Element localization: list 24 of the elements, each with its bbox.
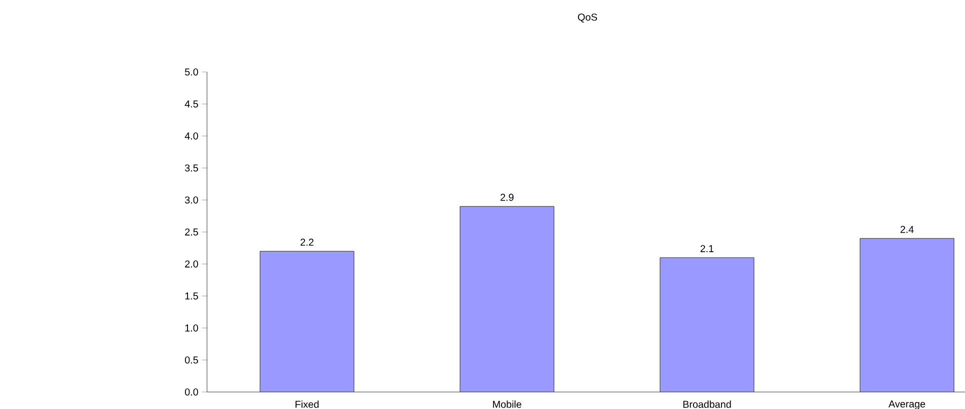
bar — [860, 238, 954, 392]
y-tick-label: 0.5 — [184, 356, 198, 364]
x-tick-label: Broadband — [683, 400, 731, 408]
y-tick-label: 2.0 — [185, 260, 198, 268]
y-tick-label: 1.0 — [185, 324, 198, 332]
y-tick-label: 5.0 — [184, 68, 198, 76]
data-label: 2.4 — [900, 226, 914, 233]
y-tick-label: 2.5 — [185, 228, 198, 236]
y-tick-label: 1.5 — [185, 292, 198, 300]
chart-title: QoS — [578, 14, 598, 22]
bar — [260, 251, 354, 392]
data-label: 2.1 — [700, 245, 714, 252]
y-tick-label: 3.0 — [184, 196, 198, 204]
x-tick-label: Mobile — [493, 400, 522, 408]
y-tick-label: 4.5 — [184, 100, 198, 108]
data-label: 2.9 — [500, 194, 514, 201]
bar — [460, 206, 554, 392]
y-tick-label: 3.5 — [184, 164, 198, 172]
y-tick-label: 0.0 — [184, 388, 198, 396]
data-label: 2.2 — [300, 238, 314, 246]
x-tick-label: Average — [888, 400, 926, 409]
y-tick-label: 4.0 — [184, 132, 198, 140]
x-tick-label: Fixed — [296, 400, 319, 408]
bar — [660, 258, 754, 392]
